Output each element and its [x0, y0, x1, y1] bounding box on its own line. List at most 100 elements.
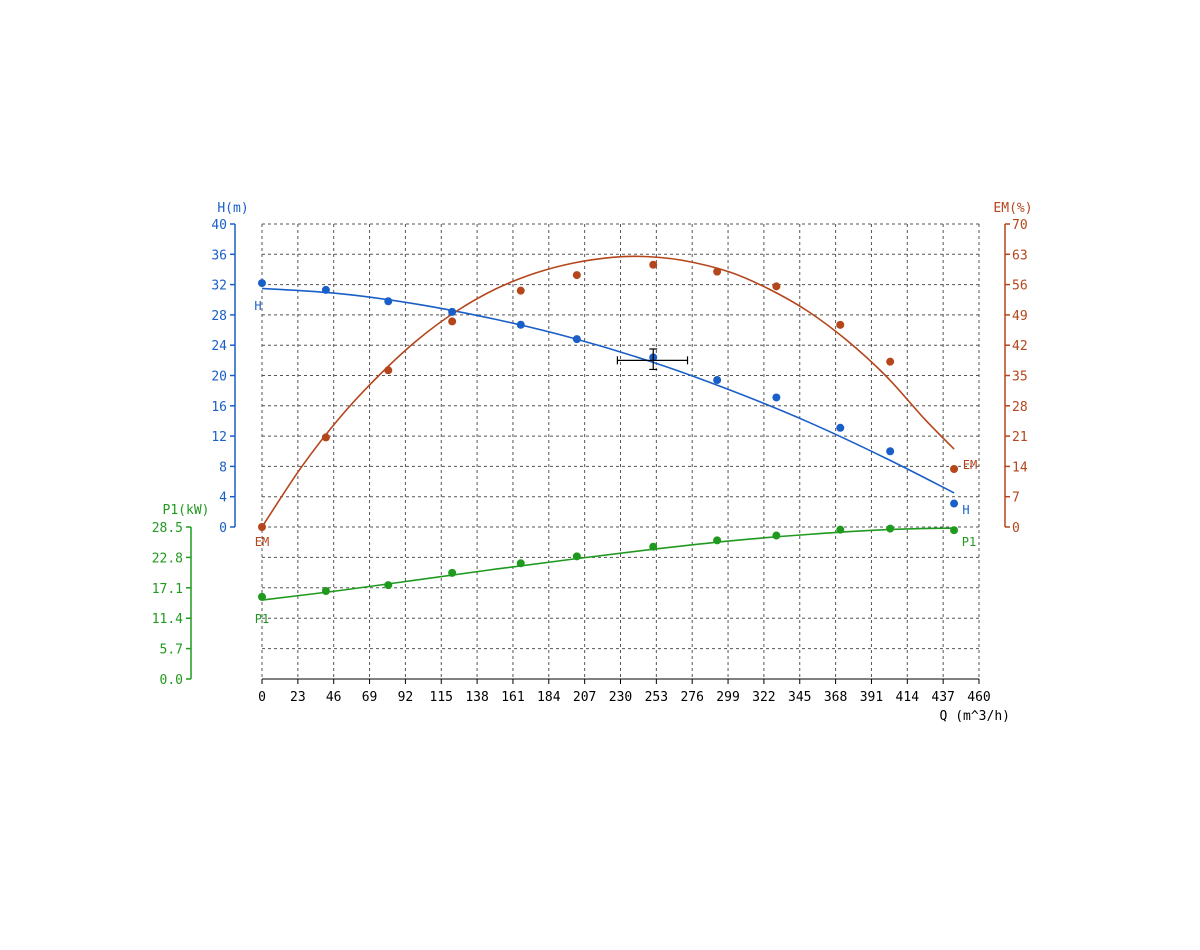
em-data-point [321, 433, 330, 442]
p1-data-point [886, 524, 895, 533]
p1-data-point [713, 536, 722, 545]
x-tick-label: 92 [398, 690, 414, 705]
p1-data-point [836, 525, 845, 534]
p1-data-point [516, 559, 525, 568]
em-tick-label: 56 [1012, 279, 1028, 294]
em-data-point [258, 523, 266, 531]
axes: 0 23 46 69 92 115 138 161 184 207 230 253 276 299 322 3… [152, 201, 1033, 724]
em-data-point [572, 271, 581, 280]
em-tick-label: 49 [1012, 309, 1028, 324]
h-tick-label: 4 [219, 491, 227, 506]
em-data-point [649, 260, 658, 269]
data-markers [258, 260, 959, 601]
x-tick-label: 368 [824, 690, 847, 705]
x-tick-label: 345 [788, 690, 811, 705]
h-data-point [448, 307, 457, 316]
h-tick-label: 8 [219, 460, 227, 475]
h-data-point [321, 285, 330, 294]
p1-curve [261, 527, 955, 601]
p1-data-point [384, 581, 393, 590]
x-tick-label: 138 [465, 690, 488, 705]
p1-data-point [258, 592, 266, 601]
p1-curve-start-label: P1 [255, 612, 269, 626]
em-tick-label: 63 [1012, 248, 1028, 263]
p1-data-point [448, 568, 457, 577]
h-tick-label: 32 [211, 279, 227, 294]
p1-tick-label: 5.7 [160, 643, 183, 658]
h-data-point [384, 297, 393, 306]
em-tick-label: 42 [1012, 339, 1028, 354]
p1-tick-label: 17.1 [152, 582, 183, 597]
p1-data-point [649, 542, 658, 551]
em-curve [261, 255, 955, 528]
em-data-point [836, 320, 845, 329]
em-data-point [713, 267, 722, 276]
x-tick-label: 276 [680, 690, 703, 705]
em-tick-label: 70 [1012, 218, 1028, 233]
x-tick-label: 322 [752, 690, 775, 705]
h-axis-title: H(m) [217, 201, 248, 216]
h-tick-label: 12 [211, 430, 227, 445]
h-curve-start-label: H [254, 299, 261, 313]
em-tick-label: 35 [1012, 370, 1028, 385]
x-tick-label: 0 [258, 690, 266, 705]
x-tick-label: 391 [860, 690, 883, 705]
em-data-point [886, 357, 895, 366]
p1-data-point [321, 587, 330, 595]
h-data-point [836, 423, 845, 432]
curves [261, 255, 955, 601]
h-tick-label: 0 [219, 521, 227, 536]
x-axis-title: Q (m^3/h) [940, 709, 1010, 724]
x-tick-label: 253 [645, 690, 668, 705]
h-tick-label: 24 [211, 339, 227, 354]
em-data-point [772, 282, 781, 291]
p1-data-point [572, 552, 581, 561]
p1-data-point [950, 526, 959, 535]
x-tick-label: 299 [716, 690, 739, 705]
h-tick-label: 40 [211, 218, 227, 233]
x-tick-label: 207 [573, 690, 596, 705]
p1-data-point [772, 531, 781, 540]
h-tick-label: 20 [211, 370, 227, 385]
h-data-point [572, 335, 581, 344]
x-tick-label: 69 [362, 690, 378, 705]
em-curve-start-label: EM [255, 535, 269, 549]
x-tick-label: 460 [967, 690, 990, 705]
h-data-point [950, 499, 959, 508]
h-data-point [886, 447, 895, 456]
x-tick-label: 230 [609, 690, 632, 705]
em-curve-end-label: EM [963, 458, 977, 472]
x-tick-label: 161 [501, 690, 524, 705]
h-data-point [713, 376, 722, 385]
p1-axis-title: P1(kW) [163, 503, 210, 518]
p1-tick-label: 22.8 [152, 551, 183, 566]
x-tick-label: 414 [896, 690, 920, 705]
h-curve [261, 287, 955, 494]
x-tick-label: 184 [537, 690, 561, 705]
em-tick-label: 14 [1012, 460, 1028, 475]
em-tick-label: 0 [1012, 521, 1020, 536]
em-data-point [516, 286, 525, 295]
p1-tick-label: 28.5 [152, 521, 183, 536]
em-data-point [448, 317, 457, 326]
p1-tick-label: 0.0 [160, 673, 183, 688]
em-tick-label: 7 [1012, 491, 1020, 506]
h-data-point [258, 279, 266, 288]
labels: H H EM EM P1 P1 [254, 299, 977, 626]
h-curve-end-label: H [962, 503, 969, 517]
grid [261, 223, 980, 680]
p1-tick-label: 11.4 [152, 612, 183, 627]
em-tick-label: 28 [1012, 400, 1028, 415]
x-tick-label: 115 [430, 690, 453, 705]
x-tick-label: 23 [290, 690, 306, 705]
h-tick-label: 28 [211, 309, 227, 324]
p1-curve-end-label: P1 [962, 535, 976, 549]
h-data-point [516, 320, 525, 329]
h-tick-label: 36 [211, 248, 227, 263]
x-tick-label: 46 [326, 690, 342, 705]
em-data-point [950, 464, 959, 473]
h-tick-label: 16 [211, 400, 227, 415]
em-axis-title: EM(%) [993, 201, 1032, 216]
h-data-point [772, 393, 781, 402]
